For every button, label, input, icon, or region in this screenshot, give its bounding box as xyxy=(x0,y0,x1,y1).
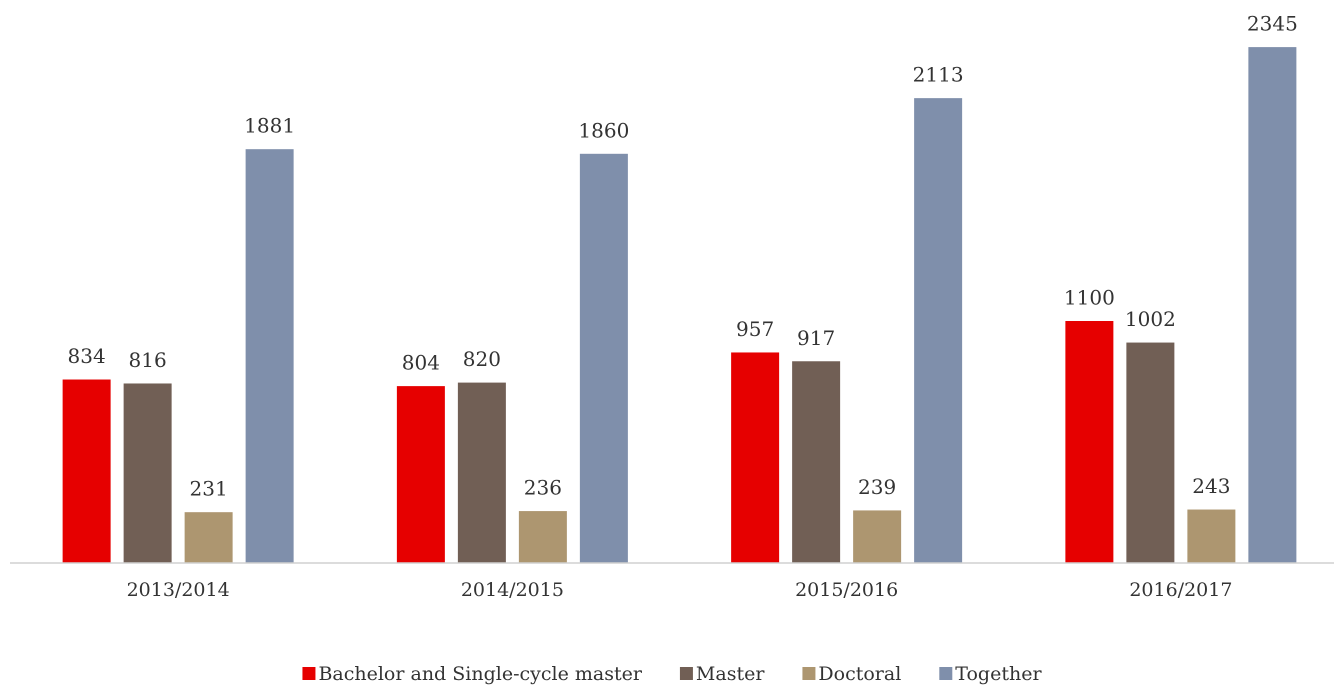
legend-swatch xyxy=(802,667,816,680)
bar xyxy=(245,149,294,563)
x-tick-label: 2015/2016 xyxy=(795,579,898,601)
data-label: 2345 xyxy=(1247,12,1298,36)
bar xyxy=(457,382,506,563)
data-label: 834 xyxy=(68,344,106,368)
legend-swatch xyxy=(302,667,316,680)
bar xyxy=(62,379,111,563)
data-label: 917 xyxy=(797,326,835,350)
bar xyxy=(731,352,780,563)
data-label: 1002 xyxy=(1125,307,1176,331)
legend-label: Master xyxy=(696,663,765,685)
data-label: 820 xyxy=(463,347,501,371)
bar xyxy=(518,511,567,563)
data-label: 239 xyxy=(858,475,896,499)
data-label: 816 xyxy=(129,348,167,372)
bar xyxy=(792,361,841,563)
legend-label: Together xyxy=(955,663,1042,685)
data-label: 1100 xyxy=(1064,286,1115,310)
bar xyxy=(1248,47,1297,564)
data-label: 957 xyxy=(736,317,774,341)
legend-swatch xyxy=(679,667,693,680)
bar xyxy=(1187,509,1236,563)
data-label: 1881 xyxy=(244,114,295,138)
data-label: 2113 xyxy=(913,63,964,87)
data-label: 243 xyxy=(1192,474,1230,498)
legend-label: Bachelor and Single-cycle master xyxy=(318,663,642,685)
x-tick-label: 2016/2017 xyxy=(1129,579,1232,601)
bar xyxy=(579,153,628,564)
x-tick-label: 2013/2014 xyxy=(127,579,230,601)
bar xyxy=(396,386,445,563)
bar xyxy=(853,510,902,563)
x-tick-label: 2014/2015 xyxy=(461,579,564,601)
bar xyxy=(1126,342,1175,563)
bar xyxy=(914,98,963,563)
data-label: 231 xyxy=(190,477,228,501)
bar xyxy=(123,383,172,563)
data-label: 236 xyxy=(524,476,562,500)
data-label: 804 xyxy=(402,351,440,375)
bar xyxy=(1065,321,1114,563)
data-label: 1860 xyxy=(578,118,629,142)
legend-swatch xyxy=(939,667,953,680)
bar xyxy=(184,512,233,563)
legend-label: Doctoral xyxy=(818,663,901,685)
